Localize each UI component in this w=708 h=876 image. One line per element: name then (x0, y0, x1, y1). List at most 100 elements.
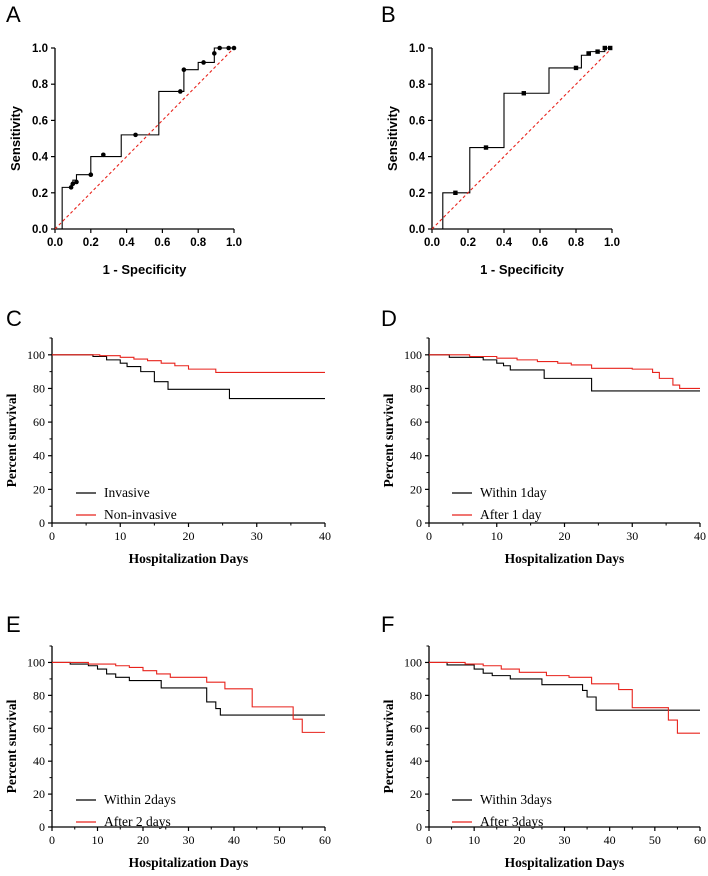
y-tick-label: 0.2 (32, 188, 48, 200)
y-tick-label: 1.0 (409, 43, 425, 55)
panel-label: D (381, 306, 397, 331)
x-tick-label: 0 (426, 529, 432, 543)
panel-d: D 0 20 40 60 80 100 0 10 20 30 40 Hospitalization Da… (381, 306, 706, 566)
roc-marker (88, 172, 94, 177)
panel-f: F 0 20 40 60 80 100 0 10 20 30 40 50 60 Hospitalizatio… (381, 612, 706, 870)
y-tick-label: 0.2 (409, 188, 425, 200)
x-tick-label: 0.0 (424, 237, 440, 249)
y-axis-label: Percent survival (4, 393, 19, 487)
y-tick-label: 0 (416, 820, 422, 834)
y-tick-label: 80 (33, 688, 45, 702)
y-tick-label: 60 (33, 721, 45, 735)
y-tick-label: 40 (410, 754, 422, 768)
y-tick-label: 40 (33, 449, 45, 463)
panel-e: E 0 20 40 60 80 100 0 10 20 30 40 50 60 Hospitalizatio… (4, 612, 331, 870)
legend-label: After 1 day (480, 507, 542, 522)
roc-marker (201, 60, 206, 65)
y-tick-label: 0.6 (409, 115, 425, 127)
y-tick-label: 20 (410, 482, 422, 496)
x-tick-label: 60 (694, 833, 706, 847)
x-tick-label: 20 (513, 833, 525, 847)
roc-marker (226, 45, 231, 51)
x-axis-label: Hospitalization Days (129, 551, 249, 566)
y-tick-label: 40 (410, 449, 422, 463)
legend-label: Non-invasive (104, 507, 177, 522)
y-tick-label: 0.8 (409, 79, 426, 91)
x-tick-label: 50 (274, 833, 286, 847)
y-tick-label: 0.6 (32, 115, 48, 127)
roc-marker (70, 181, 76, 187)
y-axis-label: Sensitivity (385, 105, 400, 171)
roc-marker (212, 51, 217, 56)
x-tick-label: 40 (228, 833, 240, 847)
panel-label: C (6, 306, 22, 331)
x-tick-label: 0 (426, 833, 432, 847)
series-line (52, 661, 325, 716)
panel-a: A 0.0 0.2 0.4 0.6 0.8 1.0 0.0 0.2 0.4 0.6 0.8 1.0 1 -… (6, 2, 242, 277)
y-tick-label: 60 (33, 415, 45, 429)
panel-label: A (6, 2, 21, 27)
y-tick-label: 80 (410, 688, 422, 702)
y-tick-label: 60 (410, 415, 422, 429)
panel-b: B 0.0 0.2 0.4 0.6 0.8 1.0 0.0 0.2 0.4 0.6 0.8 1.0 1 -… (381, 2, 620, 277)
x-tick-label: 0 (49, 529, 55, 543)
y-tick-label: 100 (404, 348, 422, 362)
y-tick-label: 0 (416, 516, 422, 530)
roc-marker (181, 67, 187, 73)
roc-marker (231, 45, 237, 51)
series-line (52, 354, 325, 374)
roc-marker (68, 185, 74, 190)
x-tick-label: 30 (559, 833, 571, 847)
legend-label: Within 3days (480, 792, 552, 807)
roc-marker (178, 89, 183, 94)
y-tick-label: 0.0 (32, 224, 48, 236)
x-tick-label: 0.2 (83, 237, 99, 249)
x-tick-label: 1.0 (604, 237, 620, 249)
x-axis-label: 1 - Specificity (103, 262, 188, 277)
legend-label: After 3days (480, 814, 543, 829)
x-tick-label: 10 (491, 529, 503, 543)
y-tick-label: 100 (404, 655, 422, 669)
x-tick-label: 20 (559, 529, 571, 543)
series-line (429, 354, 700, 392)
y-tick-label: 0.4 (409, 152, 426, 164)
x-tick-label: 20 (183, 529, 195, 543)
x-tick-label: 20 (137, 833, 149, 847)
legend-label: Within 1day (480, 485, 547, 500)
y-tick-label: 100 (27, 655, 45, 669)
y-axis-label: Percent survival (381, 699, 396, 793)
legend-label: After 2 days (104, 814, 171, 829)
series-line (429, 354, 700, 390)
x-tick-label: 60 (319, 833, 331, 847)
x-tick-label: 10 (468, 833, 480, 847)
x-tick-label: 0.6 (532, 237, 548, 249)
x-tick-label: 0.0 (47, 237, 63, 249)
series-line (429, 661, 700, 711)
x-tick-label: 0.6 (154, 237, 170, 249)
x-tick-label: 30 (626, 529, 638, 543)
x-axis-label: Hospitalization Days (505, 551, 625, 566)
x-tick-label: 30 (183, 833, 195, 847)
x-axis-label: Hospitalization Days (505, 855, 625, 870)
roc-marker (133, 132, 138, 138)
roc-marker (595, 49, 600, 54)
x-tick-label: 50 (649, 833, 661, 847)
roc-marker (217, 45, 222, 51)
y-axis-label: Percent survival (4, 699, 19, 793)
y-tick-label: 0 (39, 516, 45, 530)
panel-c: C 0 20 40 60 80 100 0 10 20 30 40 Hospitalization Da… (4, 306, 331, 566)
x-tick-label: 10 (92, 833, 104, 847)
roc-marker (573, 65, 579, 71)
panel-label: F (381, 612, 394, 637)
roc-marker (453, 190, 458, 195)
series-line (52, 354, 325, 400)
y-tick-label: 0 (39, 820, 45, 834)
y-tick-label: 20 (33, 787, 45, 801)
x-tick-label: 10 (114, 529, 126, 543)
x-tick-label: 0.8 (190, 237, 207, 249)
y-tick-label: 40 (33, 754, 45, 768)
roc-marker (521, 91, 526, 96)
roc-marker (101, 152, 106, 158)
legend-label: Invasive (104, 485, 150, 500)
y-axis-label: Percent survival (381, 393, 396, 487)
